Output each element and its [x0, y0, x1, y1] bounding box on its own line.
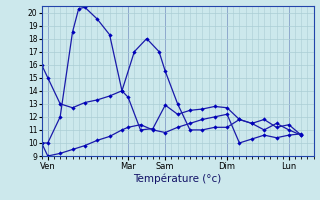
X-axis label: Température (°c): Température (°c)	[133, 173, 222, 184]
